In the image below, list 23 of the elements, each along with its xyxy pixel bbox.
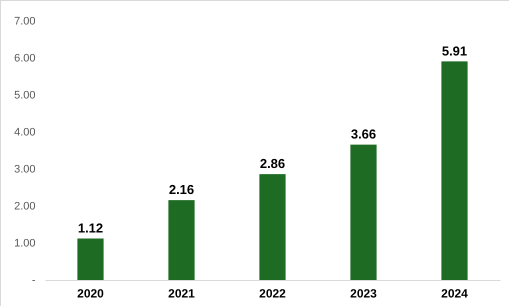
- bar: [77, 238, 104, 280]
- x-tick-label: 2023: [350, 286, 378, 300]
- y-tick-label: 2.00: [14, 200, 36, 212]
- data-label: 5.91: [442, 43, 468, 58]
- data-label: 2.16: [168, 182, 194, 198]
- bar: [350, 144, 377, 280]
- x-tick-label: 2024: [441, 286, 468, 300]
- bar: [441, 61, 468, 280]
- bar: [259, 174, 286, 280]
- data-label: 3.66: [350, 126, 376, 142]
- y-tick-label: 7.00: [14, 16, 36, 28]
- y-tick-label: 4.00: [14, 126, 36, 138]
- y-tick-label: -: [32, 274, 36, 286]
- data-label: 2.86: [260, 156, 286, 172]
- x-tick-label: 2021: [168, 286, 196, 300]
- x-tick-label: 2022: [259, 286, 286, 300]
- y-tick-label: 1.00: [14, 238, 36, 250]
- y-tick-label: 5.00: [14, 90, 36, 102]
- y-tick-label: 3.00: [14, 164, 36, 176]
- data-label: 1.12: [78, 220, 104, 236]
- bar: [168, 200, 195, 280]
- x-tick-label: 2020: [77, 286, 104, 300]
- y-tick-label: 6.00: [14, 52, 36, 64]
